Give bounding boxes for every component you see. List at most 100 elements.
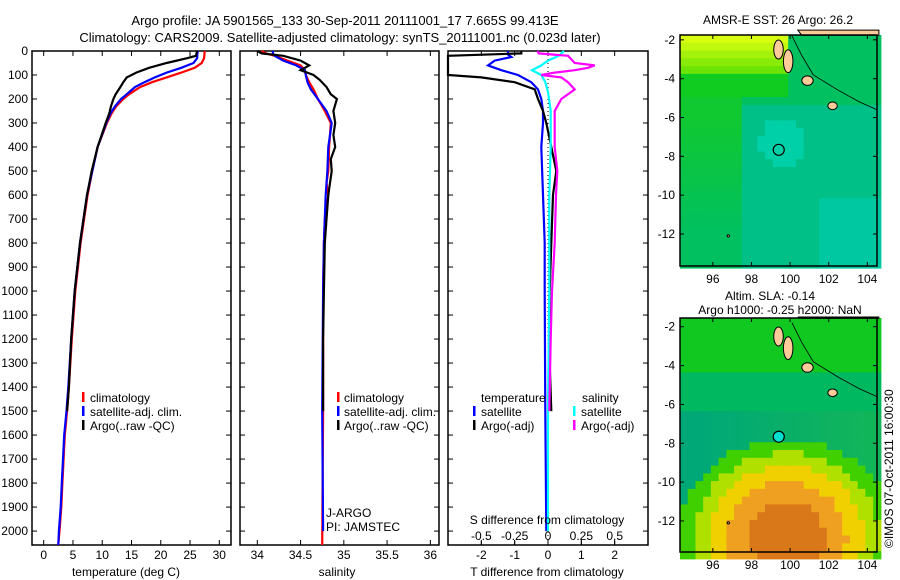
map-cell bbox=[834, 97, 843, 106]
map-cell bbox=[842, 260, 851, 269]
map-cell bbox=[780, 182, 789, 191]
map-cell bbox=[780, 442, 789, 451]
map-cell bbox=[749, 512, 758, 521]
map-cell bbox=[757, 205, 766, 215]
map-cell bbox=[718, 520, 727, 529]
map-cell bbox=[703, 50, 712, 59]
map-cell bbox=[819, 543, 828, 552]
map-cell bbox=[741, 535, 751, 544]
map-cell bbox=[726, 520, 735, 529]
map-cell bbox=[803, 465, 812, 474]
map-cell bbox=[811, 496, 820, 506]
map-cell bbox=[865, 465, 874, 474]
map-cell bbox=[857, 236, 866, 246]
map-cell bbox=[710, 97, 720, 106]
map-cell bbox=[749, 535, 758, 544]
argo-position-marker bbox=[772, 430, 785, 443]
map-cell bbox=[780, 205, 789, 215]
map-cell bbox=[757, 174, 766, 184]
x2-tick-label: 0.25 bbox=[570, 529, 594, 543]
map-cell bbox=[710, 205, 720, 215]
lat-tick-label: -8 bbox=[664, 149, 675, 163]
map-cell bbox=[826, 395, 836, 405]
map-cell bbox=[780, 35, 789, 44]
map-cell bbox=[687, 457, 696, 467]
map-cell bbox=[703, 380, 712, 389]
map-cell bbox=[757, 120, 766, 129]
map-cell bbox=[757, 50, 766, 59]
legend-argo: Argo(..raw -QC) bbox=[344, 419, 429, 433]
map-cell bbox=[795, 434, 805, 443]
map-cell bbox=[695, 135, 704, 145]
map-cell bbox=[680, 143, 689, 153]
map-cell bbox=[765, 190, 774, 199]
map-cell bbox=[850, 205, 859, 215]
map-cell bbox=[726, 159, 735, 168]
map-cell bbox=[710, 151, 720, 160]
map-cell bbox=[819, 395, 828, 405]
map-cell bbox=[803, 182, 812, 191]
map-cell bbox=[687, 229, 696, 238]
map-cell bbox=[842, 481, 851, 490]
map-cell bbox=[795, 182, 805, 191]
temperature-xlabel: temperature (deg C) bbox=[72, 565, 180, 579]
map-cell bbox=[726, 387, 735, 397]
map-cell bbox=[695, 473, 704, 482]
map-cell bbox=[687, 143, 696, 153]
map-cell bbox=[780, 112, 789, 121]
map-cell bbox=[795, 229, 805, 238]
map-cell bbox=[865, 97, 874, 106]
map-cell bbox=[819, 135, 828, 145]
map-cell bbox=[780, 229, 789, 238]
map-cell bbox=[811, 488, 820, 498]
map-cell bbox=[749, 403, 758, 412]
map-cell bbox=[718, 481, 727, 490]
map-cell bbox=[695, 520, 704, 529]
map-cell bbox=[857, 120, 866, 129]
map-cell bbox=[795, 50, 805, 59]
map-cell bbox=[734, 341, 743, 350]
map-cell bbox=[710, 104, 720, 114]
map-cell bbox=[819, 341, 828, 350]
lon-tick-label: 98 bbox=[745, 558, 759, 572]
map-cell bbox=[734, 236, 743, 246]
map-cell bbox=[811, 372, 820, 381]
map-cell bbox=[795, 244, 805, 253]
map-cell bbox=[687, 496, 696, 506]
map-cell bbox=[765, 341, 774, 350]
map-cell bbox=[865, 143, 874, 153]
map-cell bbox=[757, 143, 766, 153]
map-cell bbox=[780, 520, 789, 529]
map-cell bbox=[765, 403, 774, 412]
map-cell bbox=[865, 236, 874, 246]
map-cell bbox=[865, 89, 874, 98]
map-cell bbox=[780, 419, 789, 428]
map-cell bbox=[850, 426, 859, 436]
map-cell bbox=[857, 221, 866, 230]
map-cell bbox=[795, 488, 805, 498]
map-cell bbox=[680, 66, 689, 75]
map-cell bbox=[803, 473, 812, 482]
map-cell bbox=[803, 426, 812, 436]
map-cell bbox=[834, 481, 843, 490]
map-cell bbox=[857, 481, 866, 490]
map-cell bbox=[687, 128, 696, 137]
map-cell bbox=[741, 349, 751, 358]
map-cell bbox=[834, 252, 843, 261]
map-cell bbox=[710, 473, 720, 482]
map-cell bbox=[734, 143, 743, 153]
map-cell bbox=[710, 349, 720, 358]
map-cell bbox=[865, 260, 874, 269]
map-cell bbox=[842, 35, 851, 44]
y-tick-label: 1700 bbox=[1, 452, 28, 466]
map-cell bbox=[757, 535, 766, 544]
map-cell bbox=[734, 182, 743, 191]
map-cell bbox=[795, 364, 805, 373]
map-cell bbox=[749, 411, 758, 420]
map-cell bbox=[803, 341, 812, 350]
map-cell bbox=[680, 260, 689, 269]
map-cell bbox=[749, 457, 758, 467]
map-cell bbox=[842, 97, 851, 106]
map-cell bbox=[695, 97, 704, 106]
island bbox=[827, 101, 838, 111]
